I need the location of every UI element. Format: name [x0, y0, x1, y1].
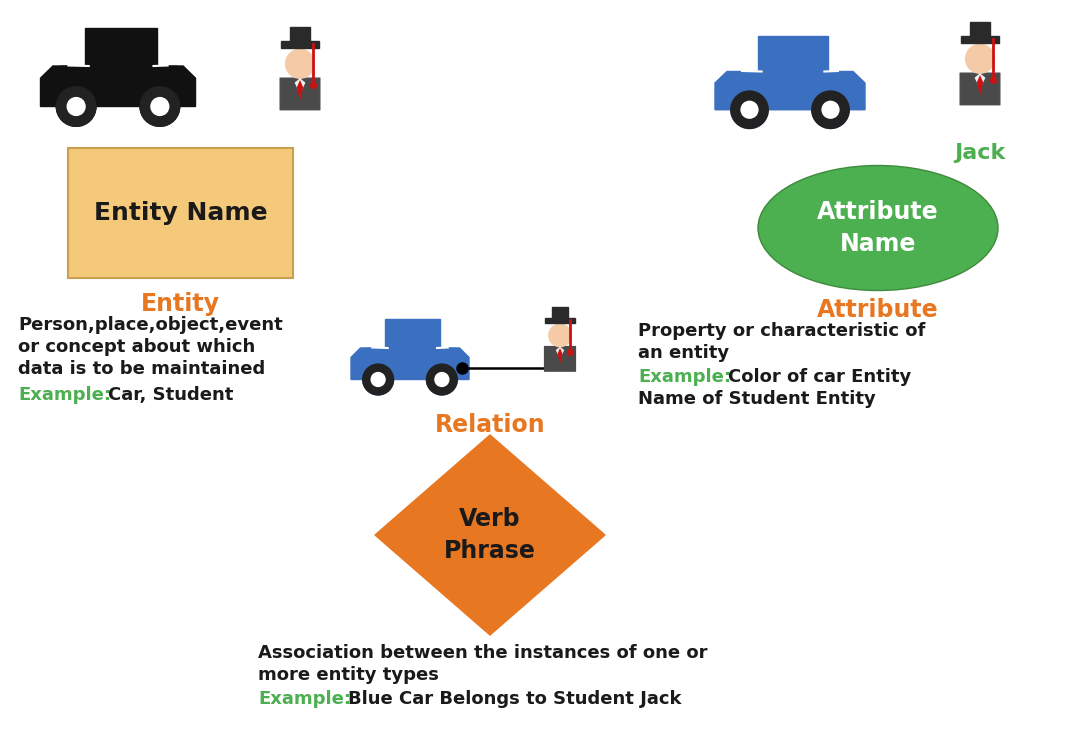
Circle shape: [822, 102, 839, 118]
Polygon shape: [365, 318, 455, 348]
Text: more entity types: more entity types: [258, 666, 439, 684]
Text: Property or characteristic of: Property or characteristic of: [638, 322, 926, 340]
Text: Car, Student: Car, Student: [108, 386, 233, 404]
Polygon shape: [557, 348, 563, 364]
Text: Relation: Relation: [435, 413, 545, 437]
Circle shape: [56, 87, 96, 126]
Text: Blue Car Belongs to Student Jack: Blue Car Belongs to Student Jack: [348, 690, 682, 708]
Circle shape: [151, 98, 169, 116]
FancyBboxPatch shape: [544, 347, 576, 371]
FancyBboxPatch shape: [545, 318, 575, 323]
Polygon shape: [977, 75, 983, 96]
Text: Jack: Jack: [954, 143, 1006, 163]
FancyBboxPatch shape: [281, 42, 319, 47]
Text: Verb
Phrase: Verb Phrase: [444, 508, 535, 562]
Text: Example:: Example:: [638, 368, 731, 386]
Polygon shape: [297, 80, 304, 101]
Text: Color of car Entity: Color of car Entity: [728, 368, 912, 386]
Circle shape: [363, 364, 393, 395]
Polygon shape: [351, 348, 469, 379]
Circle shape: [140, 87, 180, 126]
Circle shape: [812, 91, 849, 128]
Text: or concept about which: or concept about which: [18, 338, 255, 356]
Circle shape: [56, 87, 96, 126]
FancyBboxPatch shape: [280, 78, 320, 110]
Circle shape: [363, 364, 393, 395]
Polygon shape: [556, 347, 564, 359]
FancyBboxPatch shape: [291, 27, 310, 42]
Text: Entity: Entity: [141, 292, 219, 316]
Text: Example:: Example:: [18, 386, 111, 404]
Circle shape: [426, 364, 457, 395]
Ellipse shape: [758, 165, 998, 291]
FancyBboxPatch shape: [553, 306, 568, 318]
FancyBboxPatch shape: [68, 148, 293, 278]
Circle shape: [812, 91, 849, 128]
Circle shape: [549, 324, 571, 347]
FancyBboxPatch shape: [970, 22, 990, 36]
Circle shape: [140, 87, 180, 126]
Text: data is to be maintained: data is to be maintained: [18, 360, 266, 378]
Circle shape: [731, 91, 769, 128]
Text: Example:: Example:: [258, 690, 351, 708]
Text: Association between the instances of one or: Association between the instances of one…: [258, 644, 708, 662]
Text: Attribute
Name: Attribute Name: [817, 200, 939, 256]
Circle shape: [371, 372, 385, 387]
Circle shape: [966, 45, 994, 73]
Text: an entity: an entity: [638, 344, 730, 362]
Circle shape: [741, 102, 758, 118]
Circle shape: [285, 50, 314, 78]
Circle shape: [435, 372, 449, 387]
Polygon shape: [975, 73, 985, 89]
FancyBboxPatch shape: [960, 73, 999, 105]
Text: Person,place,object,event: Person,place,object,event: [18, 316, 283, 334]
Polygon shape: [375, 435, 605, 635]
Polygon shape: [715, 71, 865, 110]
Circle shape: [731, 91, 769, 128]
FancyBboxPatch shape: [962, 36, 998, 42]
Polygon shape: [60, 28, 177, 66]
Text: Entity Name: Entity Name: [93, 201, 268, 225]
Text: Name of Student Entity: Name of Student Entity: [638, 390, 876, 408]
Circle shape: [426, 364, 457, 395]
Polygon shape: [40, 66, 195, 107]
Polygon shape: [295, 78, 306, 94]
Polygon shape: [733, 36, 847, 71]
Text: Attribute: Attribute: [817, 298, 939, 322]
Circle shape: [67, 98, 85, 116]
